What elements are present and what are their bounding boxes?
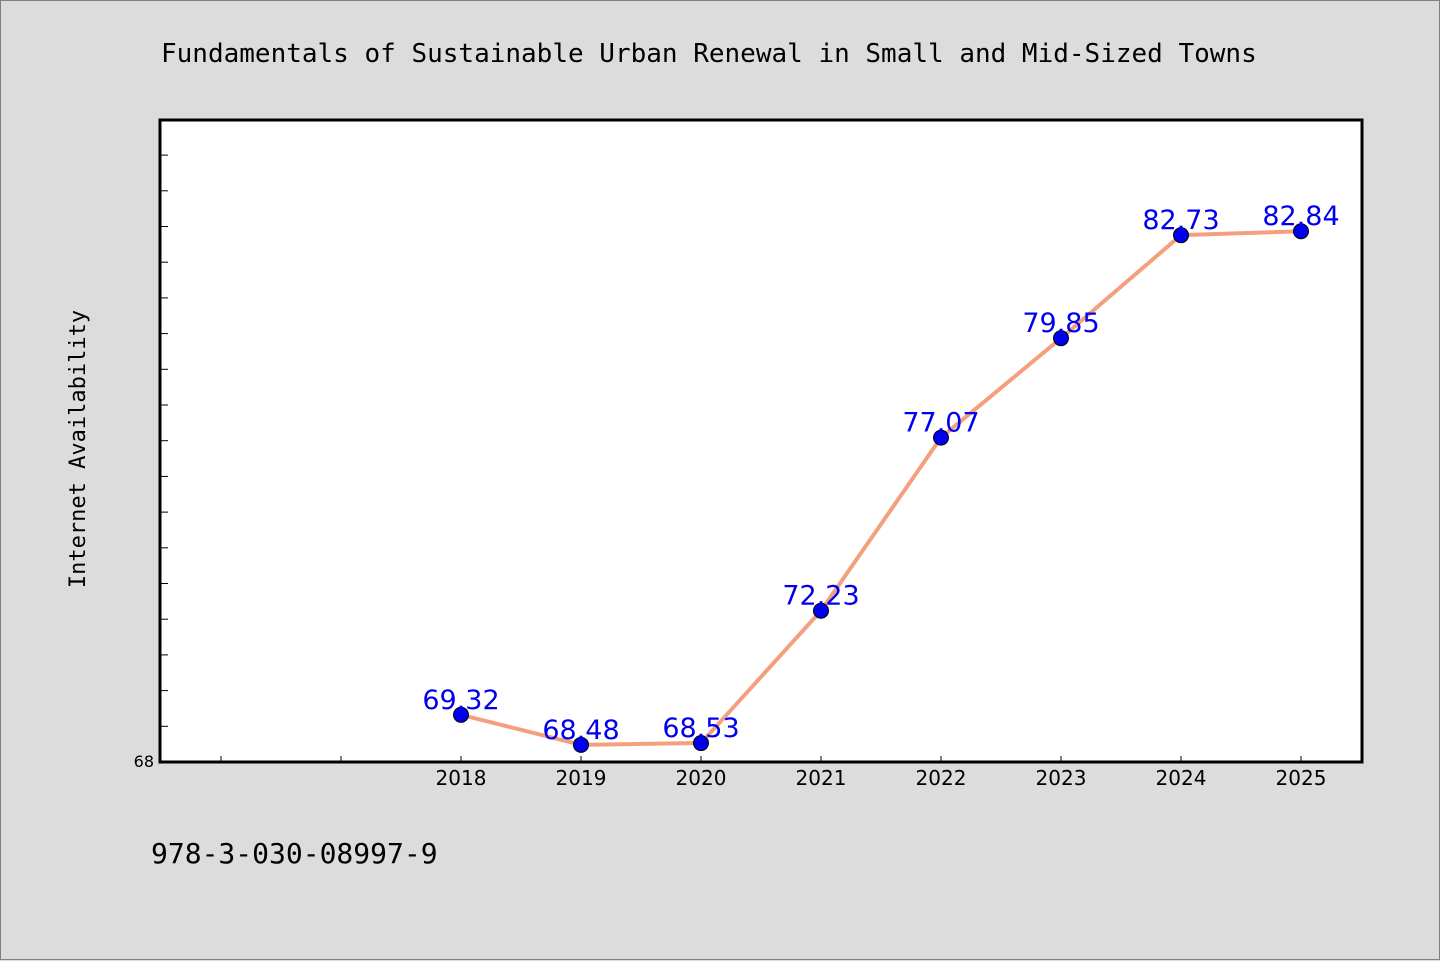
data-label: 72.23 — [782, 581, 859, 612]
data-label: 68.48 — [542, 715, 619, 746]
x-tick-labels: 2018 2019 2020 2021 2022 2023 2024 2025 — [436, 766, 1327, 790]
data-point — [1293, 223, 1309, 240]
data-label: 82.84 — [1262, 201, 1339, 232]
x-tick-label: 2020 — [676, 766, 727, 790]
data-label: 77.07 — [902, 408, 979, 439]
x-tick-label: 2022 — [916, 766, 967, 790]
data-point — [813, 602, 829, 619]
y-tick-label-min: 68 — [134, 752, 154, 771]
x-tick-label: 2025 — [1276, 766, 1327, 790]
chart-title: Fundamentals of Sustainable Urban Renewa… — [161, 39, 1257, 69]
footer-isbn: 978-3-030-08997-9 — [151, 837, 438, 870]
data-label: 82.73 — [1142, 205, 1219, 236]
series-line — [460, 229, 1302, 747]
data-point — [453, 706, 469, 723]
data-label: 68.53 — [662, 713, 739, 744]
x-tick-label: 2023 — [1036, 766, 1087, 790]
data-point — [933, 429, 949, 446]
data-point — [1173, 227, 1189, 244]
plot-area — [158, 118, 1364, 764]
data-point — [573, 736, 589, 753]
x-tick-label: 2021 — [796, 766, 847, 790]
data-label: 79.85 — [1022, 308, 1099, 339]
data-label: 69.32 — [422, 685, 499, 716]
x-tick-label: 2019 — [556, 766, 607, 790]
data-point — [1053, 330, 1069, 347]
axis-ticks — [160, 154, 1302, 762]
y-axis-label: Internet Availability — [66, 310, 91, 588]
series-group: 69.32 68.48 68.53 72.23 77.07 79.85 82.73 82.84 — [422, 201, 1340, 753]
x-tick-label: 2018 — [436, 766, 487, 790]
data-point — [693, 735, 709, 752]
x-tick-label: 2024 — [1156, 766, 1207, 790]
